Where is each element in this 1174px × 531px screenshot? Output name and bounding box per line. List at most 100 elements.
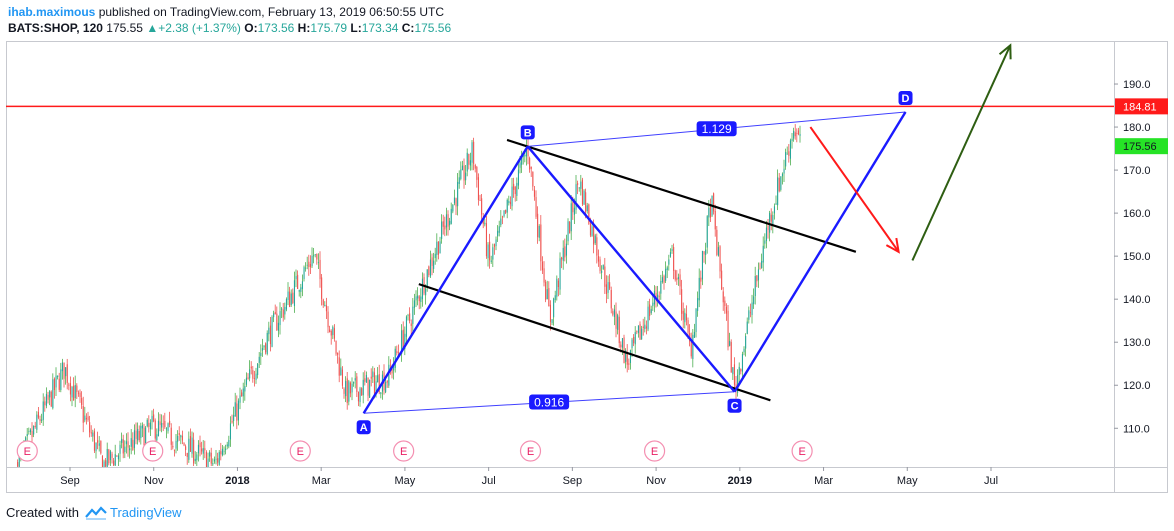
candle-body <box>173 450 176 452</box>
candle-body <box>602 264 604 270</box>
candle-body <box>202 448 204 454</box>
candle-body <box>516 182 518 196</box>
channel-line <box>506 138 857 253</box>
time-tick-label: Sep <box>60 475 80 487</box>
candle-body <box>68 384 70 386</box>
candle-body <box>223 450 225 452</box>
candle-body <box>146 419 148 427</box>
candle-body <box>431 257 433 266</box>
candle-body <box>756 275 758 282</box>
price-chart[interactable]: 110.0 120.0 130.0 140.0 150.0 160.0 170.0 180.0… <box>6 41 1168 493</box>
candle-body <box>316 253 318 260</box>
candle-body <box>226 444 228 447</box>
candle-body <box>505 209 507 213</box>
candle-body <box>39 419 41 422</box>
candle-body <box>778 177 780 192</box>
candle-body <box>773 206 776 214</box>
candle-body <box>609 282 611 289</box>
candle-body <box>732 367 734 375</box>
pattern-point-c: C <box>727 398 742 413</box>
chart-frame <box>6 41 1168 493</box>
candle-body <box>716 229 718 255</box>
candle-body <box>55 375 57 388</box>
close-value: 175.56 <box>414 21 452 35</box>
candle-body <box>706 216 708 248</box>
candle-body <box>649 304 651 317</box>
candle-body <box>370 376 372 379</box>
low-label: L: <box>350 21 362 35</box>
candle-body <box>271 316 273 347</box>
candle-body <box>373 372 376 394</box>
candle-body <box>36 414 38 430</box>
tradingview-brand-link[interactable]: TradingView <box>109 505 182 520</box>
candle-body <box>330 331 332 336</box>
candle-body <box>517 169 520 186</box>
candle-body <box>591 226 593 236</box>
candle-body <box>540 224 542 262</box>
candle-body <box>729 340 731 346</box>
candle-body <box>121 438 123 443</box>
candle-body <box>303 267 305 279</box>
candle-body <box>386 380 388 383</box>
ratio-label: 1.129 <box>696 121 737 137</box>
candle-body <box>629 350 632 364</box>
candle-body <box>76 385 78 393</box>
pattern-point-bg <box>520 125 535 140</box>
candle-body <box>282 309 284 318</box>
candle-body <box>725 306 728 314</box>
candle-body <box>636 331 638 333</box>
candle-body <box>346 378 348 403</box>
candle-body <box>658 295 660 297</box>
candle-body <box>343 388 345 394</box>
candle-body <box>425 288 427 296</box>
candle-body <box>407 314 409 316</box>
author-link[interactable]: ihab.maximous <box>8 5 96 19</box>
symbol-name[interactable]: BATS:SHOP, 120 <box>8 21 103 35</box>
candle-body <box>191 437 193 454</box>
price-tick-label: 180.0 <box>1123 122 1151 134</box>
candle-body <box>513 183 515 190</box>
earnings-marker: E <box>643 440 666 462</box>
publish-line: ihab.maximous published on TradingView.c… <box>8 4 451 20</box>
close-label: C: <box>401 21 415 35</box>
candle-body <box>556 278 558 297</box>
chart-area[interactable]: 110.0 120.0 130.0 140.0 150.0 160.0 170.0 180.0… <box>6 41 1168 493</box>
candle-body <box>53 378 56 390</box>
candle-body <box>397 352 400 354</box>
candle-body <box>442 221 444 227</box>
candle-body <box>546 289 548 300</box>
candle-body <box>162 423 164 425</box>
candle-body <box>290 293 292 305</box>
candle-body <box>348 381 350 402</box>
last-price-tag <box>1115 138 1168 155</box>
candle-body <box>577 183 579 185</box>
candle-body <box>605 284 608 295</box>
candle-body <box>205 452 208 467</box>
candle-body <box>127 441 129 448</box>
candle-body <box>682 310 684 320</box>
candle-body <box>292 292 294 303</box>
candle-body <box>151 415 153 423</box>
candle-body <box>377 375 379 383</box>
candle-body <box>369 379 371 398</box>
candle-body <box>508 200 510 203</box>
candle-body <box>311 255 313 267</box>
earnings-marker: E <box>142 440 164 462</box>
candle-body <box>137 428 139 441</box>
candle-body <box>189 436 192 452</box>
candle-body <box>671 249 673 251</box>
candle-body <box>589 223 592 236</box>
candle-body <box>647 306 649 330</box>
candle-body <box>780 176 782 190</box>
pattern-point-d: D <box>898 91 913 105</box>
candle-body <box>524 155 526 157</box>
candle-body <box>82 406 84 423</box>
candle-body <box>572 202 574 213</box>
candle-body <box>687 320 689 333</box>
candle-body <box>409 313 411 321</box>
candle-body <box>220 451 222 455</box>
candle-body <box>375 381 377 393</box>
candle-body <box>69 383 72 395</box>
candle-body <box>319 259 321 280</box>
price-tick-label: 160.0 <box>1123 208 1151 220</box>
